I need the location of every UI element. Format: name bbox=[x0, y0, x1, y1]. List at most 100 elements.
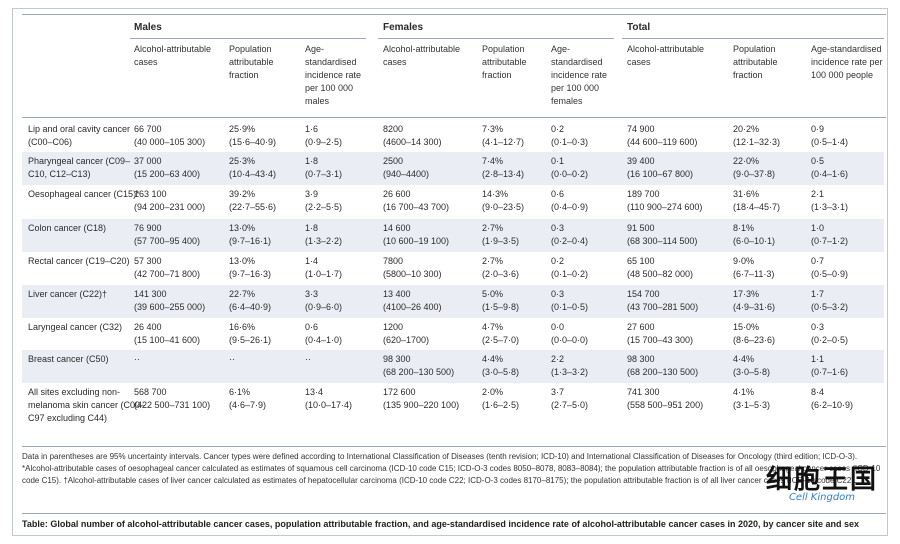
uncertainty-interval: (0·1–0·2) bbox=[551, 269, 589, 279]
uncertainty-interval: (22·7–55·6) bbox=[229, 202, 277, 212]
value-cell-m-paf: 13·0% (9·7–16·3) bbox=[229, 255, 271, 281]
uncertainty-interval: (3·1–5·3) bbox=[733, 400, 771, 410]
point-estimate: 1·8 bbox=[305, 156, 319, 166]
uncertainty-interval: (3·0–5·8) bbox=[482, 367, 520, 377]
subheader-total-cases: Alcohol-attributable cases bbox=[627, 44, 705, 67]
point-estimate: 39·2% bbox=[229, 189, 256, 199]
point-estimate: 22·0% bbox=[733, 156, 760, 166]
point-estimate: ·· bbox=[229, 354, 235, 364]
point-estimate: 65 100 bbox=[627, 256, 655, 266]
value-cell-m-cases: ·· bbox=[134, 353, 140, 366]
value-cell-t-cases: 65 100 (48 500–82 000) bbox=[627, 255, 693, 281]
uncertainty-interval: (9·0–37·8) bbox=[733, 169, 776, 179]
table-row: Colon cancer (C18) 76 900 (57 700–95 400) 1… bbox=[22, 219, 884, 252]
point-estimate: 189 700 bbox=[627, 189, 660, 199]
value-cell-f-paf: 2·7% (1·9–3·5) bbox=[482, 222, 519, 248]
point-estimate: 1200 bbox=[383, 322, 404, 332]
value-cell-m-rate: 1·6 (0·9–2·5) bbox=[305, 123, 342, 149]
uncertainty-interval: (0·7–1·6) bbox=[811, 367, 849, 377]
uncertainty-interval: (39 600–255 000) bbox=[134, 302, 206, 312]
point-estimate: 0·2 bbox=[551, 256, 565, 266]
point-estimate: 172 600 bbox=[383, 387, 416, 397]
uncertainty-interval: (15 100–41 600) bbox=[134, 335, 201, 345]
uncertainty-interval: (10·4–43·4) bbox=[229, 169, 277, 179]
subheader-total-paf: Population attributable fraction bbox=[733, 44, 778, 80]
point-estimate: 16·6% bbox=[229, 322, 256, 332]
point-estimate: ·· bbox=[134, 354, 140, 364]
value-cell-t-paf: 22·0% (9·0–37·8) bbox=[733, 155, 775, 181]
point-estimate: 1·0 bbox=[811, 223, 825, 233]
uncertainty-interval: (1·5–9·8) bbox=[482, 302, 520, 312]
point-estimate: 8200 bbox=[383, 124, 404, 134]
value-cell-m-cases: 66 700 (40 000–105 300) bbox=[134, 123, 205, 149]
cancer-site-label: Pharyngeal cancer (C09–C10, C12–C13) bbox=[28, 156, 131, 179]
value-cell-f-paf: 4·4% (3·0–5·8) bbox=[482, 353, 519, 379]
value-cell-t-paf: 15·0% (8·6–23·6) bbox=[733, 321, 775, 347]
point-estimate: 20·2% bbox=[733, 124, 760, 134]
value-cell-f-cases: 172 600 (135 900–220 100) bbox=[383, 386, 459, 412]
point-estimate: 5·0% bbox=[482, 289, 504, 299]
point-estimate: 0·3 bbox=[811, 322, 825, 332]
uncertainty-interval: (0·2–0·4) bbox=[551, 236, 589, 246]
value-cell-f-rate: 3·7 (2·7–5·0) bbox=[551, 386, 588, 412]
table-row: Pharyngeal cancer (C09–C10, C12–C13) 37 0… bbox=[22, 152, 884, 185]
value-cell-t-cases: 74 900 (44 600–119 600) bbox=[627, 123, 697, 149]
uncertainty-interval: (8·6–23·6) bbox=[733, 335, 776, 345]
uncertainty-interval: (0·5–1·4) bbox=[811, 137, 849, 147]
uncertainty-interval: (6·4–40·9) bbox=[229, 302, 272, 312]
table-frame bbox=[12, 8, 888, 536]
value-cell-m-cases: 37 000 (15 200–63 400) bbox=[134, 155, 200, 181]
value-cell-t-paf: 17·3% (4·9–31·6) bbox=[733, 288, 775, 314]
uncertainty-interval: (2·7–5·0) bbox=[551, 400, 589, 410]
point-estimate: 22·7% bbox=[229, 289, 256, 299]
uncertainty-interval: (9·0–23·5) bbox=[482, 202, 525, 212]
value-cell-t-rate: 0·9 (0·5–1·4) bbox=[811, 123, 848, 149]
uncertainty-interval: (0·1–0·3) bbox=[551, 137, 589, 147]
uncertainty-interval: (40 000–105 300) bbox=[134, 137, 206, 147]
cancer-site-label: Liver cancer (C22)† bbox=[28, 289, 108, 299]
point-estimate: 2·7% bbox=[482, 256, 504, 266]
uncertainty-interval: (1·6–2·5) bbox=[482, 400, 520, 410]
point-estimate: 9·0% bbox=[733, 256, 755, 266]
point-estimate: 1·8 bbox=[305, 223, 319, 233]
uncertainty-interval: (68 200–130 500) bbox=[627, 367, 699, 377]
value-cell-m-paf: 6·1% (4·6–7·9) bbox=[229, 386, 266, 412]
value-cell-t-rate: 2·1 (1·3–3·1) bbox=[811, 188, 848, 214]
value-cell-t-rate: 8·4 (6·2–10·9) bbox=[811, 386, 853, 412]
point-estimate: 76 900 bbox=[134, 223, 162, 233]
point-estimate: 15·0% bbox=[733, 322, 760, 332]
point-estimate: 2·0% bbox=[482, 387, 504, 397]
uncertainty-interval: (57 700–95 400) bbox=[134, 236, 201, 246]
value-cell-m-rate: 1·4 (1·0–1·7) bbox=[305, 255, 342, 281]
value-cell-f-cases: 1200 (620–1700) bbox=[383, 321, 429, 347]
point-estimate: 141 300 bbox=[134, 289, 167, 299]
table-row: All sites excluding non-melanoma skin ca… bbox=[22, 383, 884, 445]
value-cell-f-cases: 7800 (5800–10 300) bbox=[383, 255, 442, 281]
total-rule bbox=[622, 38, 884, 39]
point-estimate: 25·3% bbox=[229, 156, 256, 166]
uncertainty-interval: (0·1–0·5) bbox=[551, 302, 589, 312]
uncertainty-interval: (5800–10 300) bbox=[383, 269, 442, 279]
value-cell-t-rate: 0·7 (0·5–0·9) bbox=[811, 255, 848, 281]
point-estimate: 0·6 bbox=[305, 322, 319, 332]
point-estimate: 1·1 bbox=[811, 354, 825, 364]
point-estimate: 4·7% bbox=[482, 322, 504, 332]
value-cell-t-rate: 1·0 (0·7–1·2) bbox=[811, 222, 848, 248]
value-cell-m-paf: 39·2% (22·7–55·6) bbox=[229, 188, 276, 214]
cancer-site-label: Colon cancer (C18) bbox=[28, 223, 107, 233]
value-cell-f-cases: 8200 (4600–14 300) bbox=[383, 123, 442, 149]
value-cell-t-paf: 20·2% (12·1–32·3) bbox=[733, 123, 780, 149]
uncertainty-interval: (10 600–19 100) bbox=[383, 236, 450, 246]
uncertainty-interval: (6·2–10·9) bbox=[811, 400, 854, 410]
table-caption: Table: Global number of alcohol-attribut… bbox=[22, 519, 860, 529]
point-estimate: 13·0% bbox=[229, 256, 256, 266]
value-cell-m-cases: 57 300 (42 700–71 800) bbox=[134, 255, 200, 281]
value-cell-f-rate: 0·2 (0·1–0·2) bbox=[551, 255, 588, 281]
uncertainty-interval: (68 200–130 500) bbox=[383, 367, 455, 377]
uncertainty-interval: (0·4–1·6) bbox=[811, 169, 849, 179]
value-cell-f-paf: 5·0% (1·5–9·8) bbox=[482, 288, 519, 314]
point-estimate: 98 300 bbox=[383, 354, 411, 364]
uncertainty-interval: (4100–26 400) bbox=[383, 302, 442, 312]
point-estimate: 6·1% bbox=[229, 387, 251, 397]
value-cell-m-rate: 1·8 (0·7–3·1) bbox=[305, 155, 342, 181]
